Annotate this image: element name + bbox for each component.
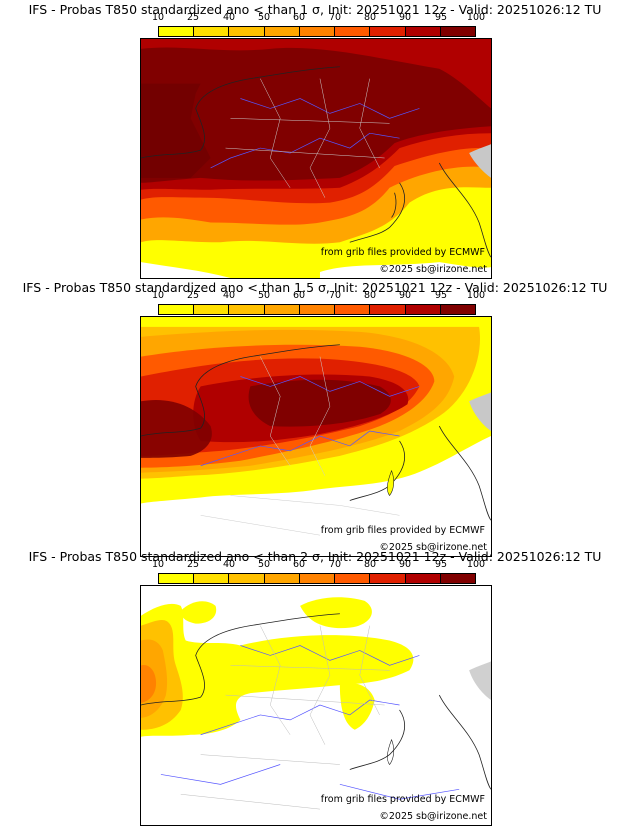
colorbar-swatch — [299, 27, 336, 36]
tick-label: 95 — [434, 290, 448, 301]
colorbar-swatch — [440, 27, 475, 36]
tick-label: 40 — [222, 559, 236, 570]
map-graphic — [141, 586, 491, 825]
tick-label: 10 — [151, 290, 165, 301]
map-graphic — [141, 39, 491, 278]
panel-title: IFS - Probas T850 standardized ano < tha… — [22, 280, 608, 295]
colorbar — [158, 573, 476, 584]
tick-label: 60 — [292, 12, 306, 23]
colorbar-swatch — [194, 27, 230, 36]
panel-1sigma: IFS - Probas T850 standardized ano < tha… — [0, 2, 630, 279]
colorbar-swatch — [335, 305, 371, 314]
colorbar — [158, 26, 476, 37]
colorbar-swatch — [264, 27, 300, 36]
colorbar-swatch — [229, 305, 265, 314]
map-graphic — [141, 317, 491, 556]
tick-label: 60 — [292, 559, 306, 570]
tick-label: 25 — [186, 290, 200, 301]
colorbar-swatch — [440, 574, 475, 583]
tick-label: 90 — [398, 12, 412, 23]
probability-map[interactable]: from grib files provided by ECMWF ©2025 … — [140, 38, 492, 279]
tick-label: 70 — [328, 12, 342, 23]
colorbar-swatch — [194, 305, 230, 314]
tick-label: 25 — [186, 12, 200, 23]
tick-label: 80 — [363, 290, 377, 301]
tick-label: 80 — [363, 12, 377, 23]
colorbar-swatch — [440, 305, 475, 314]
tick-label: 80 — [363, 559, 377, 570]
colorbar-ticks: 10 25 40 50 60 70 80 90 95 100 — [0, 290, 630, 304]
colorbar-swatch — [229, 574, 265, 583]
probability-map[interactable]: from grib files provided by ECMWF ©2025 … — [140, 585, 492, 826]
colorbar-swatch — [229, 27, 265, 36]
colorbar-ticks: 10 25 40 50 60 70 80 90 95 100 — [0, 559, 630, 573]
tick-label: 100 — [466, 290, 486, 301]
copyright-credit: ©2025 sb@irizone.net — [379, 811, 487, 822]
tick-label: 70 — [328, 559, 342, 570]
source-credit: from grib files provided by ECMWF — [320, 525, 485, 536]
colorbar-swatch — [159, 574, 195, 583]
colorbar-swatch — [335, 27, 371, 36]
colorbar-swatch — [370, 27, 406, 36]
tick-label: 90 — [398, 290, 412, 301]
tick-label: 50 — [257, 290, 271, 301]
copyright-credit: ©2025 sb@irizone.net — [379, 542, 487, 553]
colorbar-swatch — [299, 574, 336, 583]
tick-label: 60 — [292, 290, 306, 301]
colorbar-swatch — [159, 305, 195, 314]
colorbar-swatch — [405, 27, 441, 36]
colorbar-swatch — [159, 27, 195, 36]
panel-2sigma: IFS - Probas T850 standardized ano < tha… — [0, 549, 630, 826]
colorbar-swatch — [264, 305, 300, 314]
source-credit: from grib files provided by ECMWF — [320, 794, 485, 805]
colorbar-ticks: 10 25 40 50 60 70 80 90 95 100 — [0, 12, 630, 26]
tick-label: 25 — [186, 559, 200, 570]
tick-label: 40 — [222, 290, 236, 301]
colorbar-swatch — [335, 574, 371, 583]
colorbar-swatch — [370, 574, 406, 583]
source-credit: from grib files provided by ECMWF — [320, 247, 485, 258]
panel-title: IFS - Probas T850 standardized ano < tha… — [28, 549, 602, 564]
tick-label: 50 — [257, 12, 271, 23]
tick-label: 95 — [434, 559, 448, 570]
panel-1.5sigma: IFS - Probas T850 standardized ano < tha… — [0, 280, 630, 557]
panel-title: IFS - Probas T850 standardized ano < tha… — [28, 2, 602, 17]
tick-label: 100 — [466, 559, 486, 570]
probability-map[interactable]: from grib files provided by ECMWF ©2025 … — [140, 316, 492, 557]
colorbar-swatch — [405, 574, 441, 583]
tick-label: 90 — [398, 559, 412, 570]
colorbar-swatch — [405, 305, 441, 314]
tick-label: 70 — [328, 290, 342, 301]
colorbar-swatch — [264, 574, 300, 583]
tick-label: 10 — [151, 559, 165, 570]
colorbar — [158, 304, 476, 315]
tick-label: 100 — [466, 12, 486, 23]
colorbar-swatch — [299, 305, 336, 314]
tick-label: 95 — [434, 12, 448, 23]
tick-label: 10 — [151, 12, 165, 23]
tick-label: 50 — [257, 559, 271, 570]
tick-label: 40 — [222, 12, 236, 23]
colorbar-swatch — [370, 305, 406, 314]
colorbar-swatch — [194, 574, 230, 583]
copyright-credit: ©2025 sb@irizone.net — [379, 264, 487, 275]
